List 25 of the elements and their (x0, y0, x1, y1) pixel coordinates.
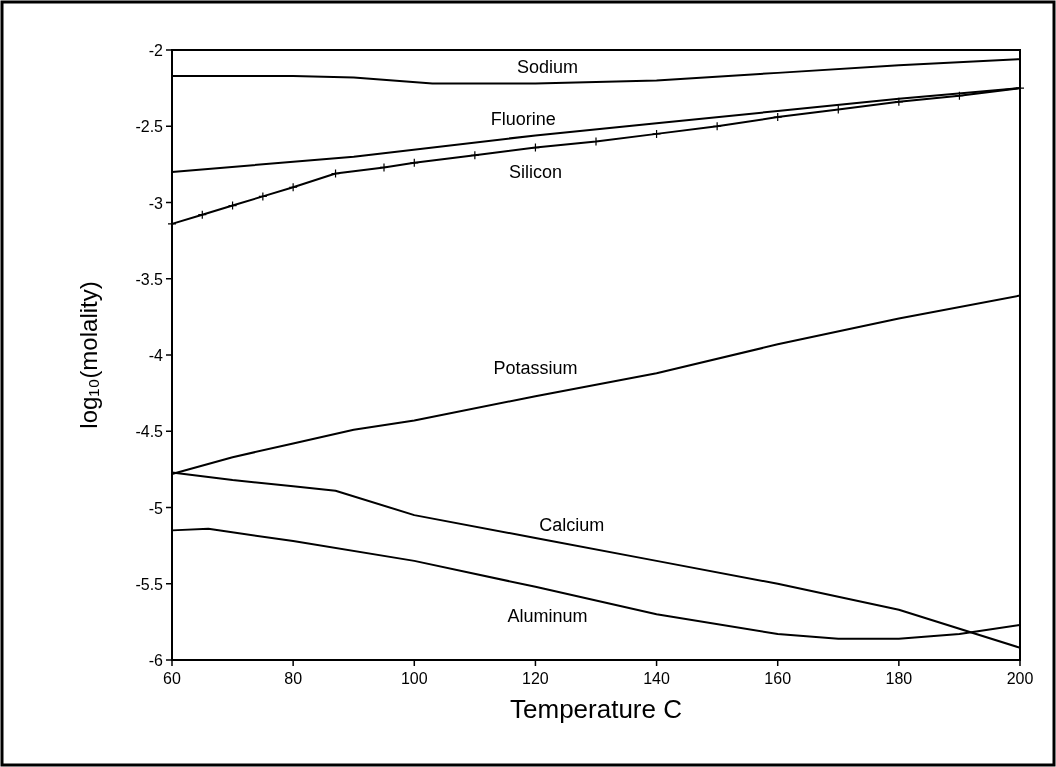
y-tick-label: -3 (148, 194, 164, 212)
x-tick-label: 160 (764, 670, 792, 687)
x-tick-label: 60 (163, 670, 181, 687)
y-tick-label: -5 (148, 499, 164, 517)
series-label: Sodium (517, 57, 579, 78)
y-tick-label: -2.5 (135, 118, 164, 136)
x-tick-label: 80 (284, 670, 303, 687)
y-tick-label: -4 (148, 347, 164, 364)
series-label: Fluorine (490, 108, 556, 129)
y-tick-label: -2 (148, 42, 164, 59)
x-tick-label: 140 (643, 670, 671, 687)
x-tick-label: 120 (522, 670, 549, 687)
x-axis-title: Temperature C (510, 694, 682, 724)
series-label: Aluminum (507, 605, 588, 626)
y-axis-title: log₁₀(molality) (75, 281, 102, 429)
y-tick-label: -4.5 (135, 423, 164, 441)
y-tick-label: -5.5 (135, 575, 164, 593)
x-tick-label: 100 (400, 670, 428, 687)
series-label: Potassium (493, 358, 578, 379)
series-label: Silicon (508, 161, 562, 182)
y-tick-label: -3.5 (135, 270, 164, 288)
x-tick-label: 200 (1006, 670, 1034, 687)
y-tick-label: -6 (148, 652, 164, 669)
series-label: Calcium (539, 514, 605, 535)
x-tick-label: 180 (885, 670, 913, 687)
